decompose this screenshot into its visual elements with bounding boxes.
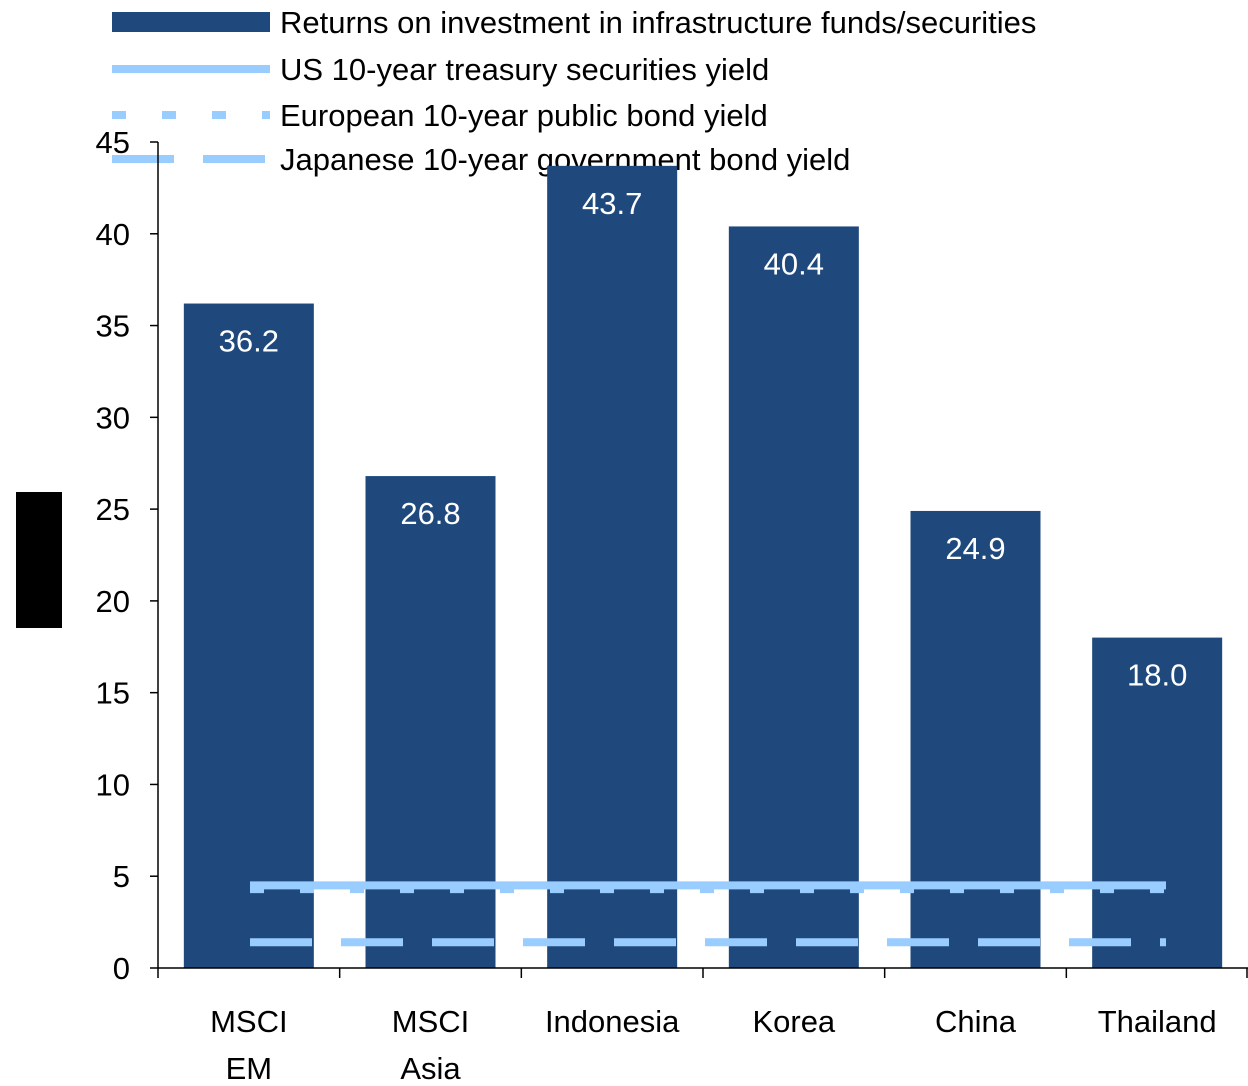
bar-value-label: 36.2 xyxy=(219,324,279,359)
legend-label: Returns on investment in infrastructure … xyxy=(280,5,1036,40)
bar-value-label: 24.9 xyxy=(945,531,1005,566)
bar xyxy=(547,165,678,968)
legend-label: US 10-year treasury securities yield xyxy=(280,52,769,87)
bar xyxy=(365,476,496,968)
y-tick-label: 20 xyxy=(96,584,130,619)
y-tick-label: 0 xyxy=(113,951,130,986)
y-axis: 0 5 10 15 20 25 30 35 40 45 xyxy=(96,125,159,986)
bar xyxy=(728,226,859,969)
yield-lines xyxy=(250,881,1166,947)
y-tick-label: 45 xyxy=(96,125,130,160)
bars: 36.2 26.8 43.7 40.4 24.9 18.0 xyxy=(183,165,1223,969)
x-tick-label: China xyxy=(935,1004,1017,1039)
bar xyxy=(183,303,314,968)
legend: Returns on investment in infrastructure … xyxy=(112,5,1036,177)
bar-value-label: 40.4 xyxy=(764,246,824,281)
x-tick-label: Korea xyxy=(752,1004,835,1039)
bar-value-label: 18.0 xyxy=(1127,658,1187,693)
redaction-block xyxy=(16,492,62,628)
bar xyxy=(910,510,1041,968)
legend-swatch xyxy=(112,12,270,32)
y-tick-label: 35 xyxy=(96,309,130,344)
y-tick-label: 15 xyxy=(96,676,130,711)
bar-value-label: 43.7 xyxy=(582,186,642,221)
x-tick-label: Thailand xyxy=(1098,1004,1217,1039)
y-tick-label: 25 xyxy=(96,492,130,527)
y-tick-label: 30 xyxy=(96,400,130,435)
legend-label: European 10-year public bond yield xyxy=(280,98,768,133)
x-axis: MSCI EM MSCI Asia Indonesia Korea China Thailan… xyxy=(157,967,1248,1086)
x-tick-label: MSCI Asia xyxy=(392,1004,470,1086)
x-tick-label: Indonesia xyxy=(545,1004,680,1039)
y-tick-label: 40 xyxy=(96,217,130,252)
y-tick-label: 10 xyxy=(96,767,130,802)
x-tick-label: MSCI EM xyxy=(210,1004,288,1086)
y-tick-label: 5 xyxy=(113,859,130,894)
bar xyxy=(1092,637,1223,968)
bar-value-label: 26.8 xyxy=(400,496,460,531)
